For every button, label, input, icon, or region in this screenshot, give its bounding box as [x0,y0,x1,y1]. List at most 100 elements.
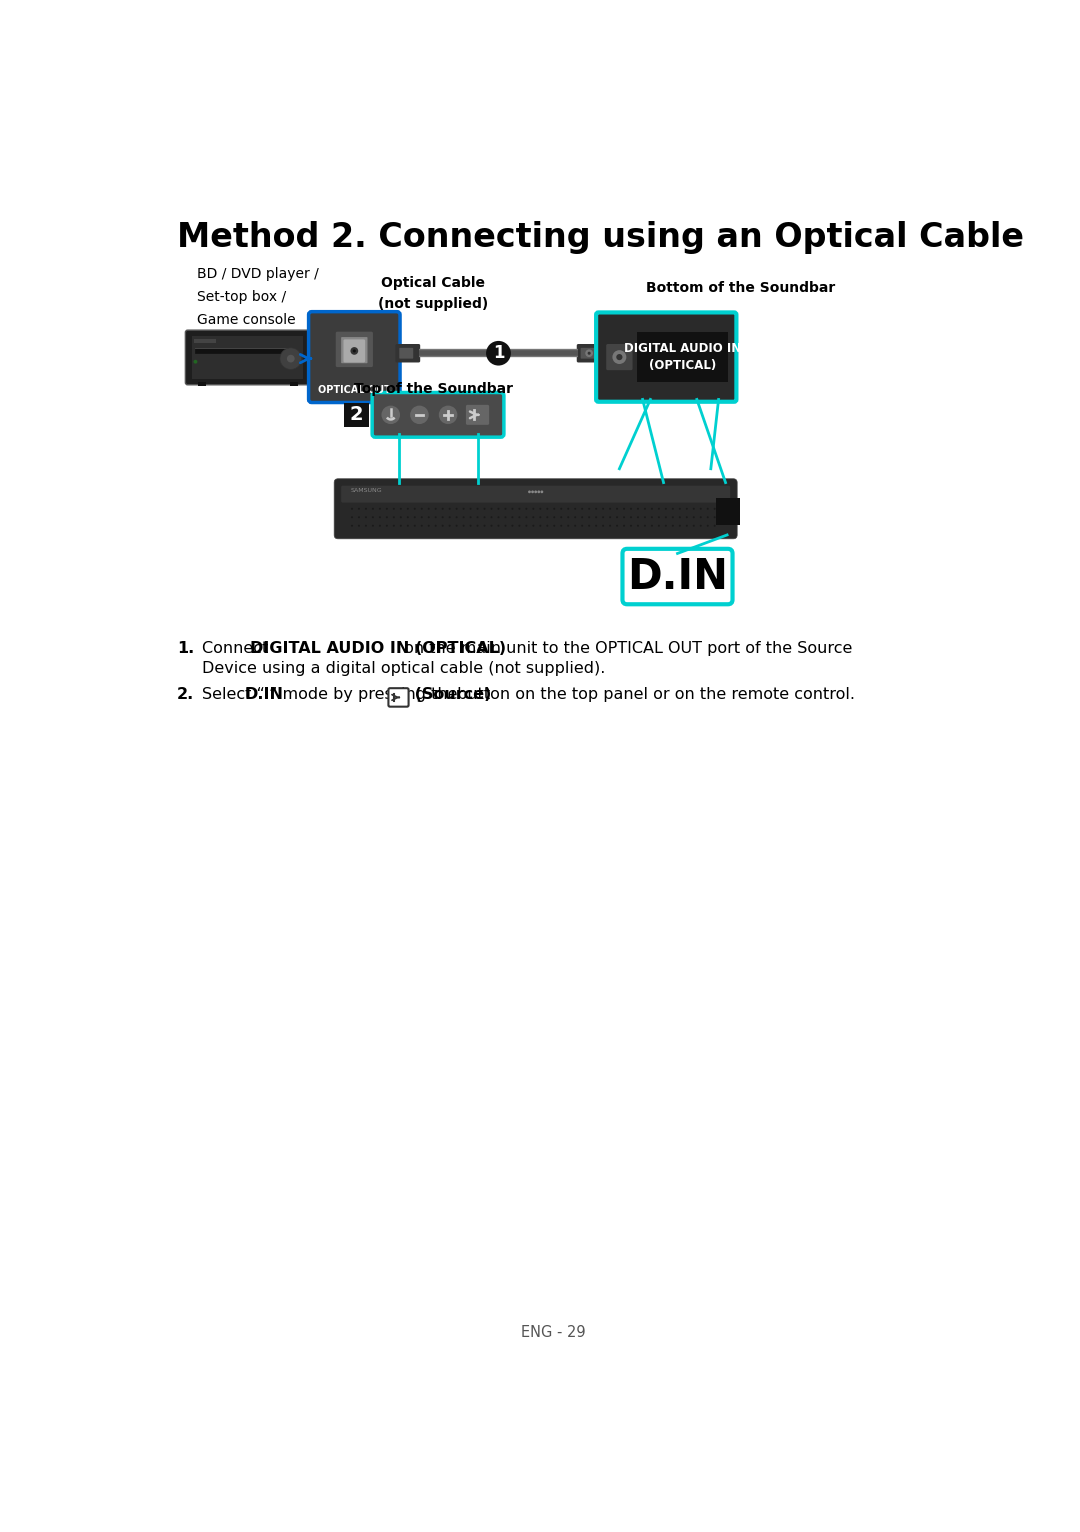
Circle shape [553,516,555,518]
Circle shape [692,516,694,518]
Circle shape [400,507,402,510]
Circle shape [617,354,622,360]
Text: D.IN: D.IN [627,556,728,597]
Circle shape [357,525,360,527]
Circle shape [442,507,444,510]
Circle shape [658,516,660,518]
Circle shape [616,516,618,518]
Circle shape [462,525,464,527]
Circle shape [386,516,388,518]
Circle shape [525,525,527,527]
Circle shape [498,516,499,518]
Circle shape [470,516,472,518]
Circle shape [512,507,513,510]
Circle shape [365,507,367,510]
Text: Optical Cable
(not supplied): Optical Cable (not supplied) [378,276,488,311]
Circle shape [400,516,402,518]
Circle shape [637,516,639,518]
Circle shape [575,516,577,518]
Circle shape [644,525,646,527]
Circle shape [609,525,611,527]
Bar [194,339,216,343]
Circle shape [630,516,632,518]
Circle shape [365,516,367,518]
Circle shape [512,525,513,527]
Circle shape [525,507,527,510]
Circle shape [421,525,422,527]
Circle shape [532,525,535,527]
Circle shape [658,507,660,510]
Circle shape [637,525,639,527]
Bar [716,498,740,525]
Circle shape [581,507,583,510]
FancyBboxPatch shape [341,486,730,502]
Circle shape [407,516,409,518]
Circle shape [484,525,486,527]
Circle shape [462,507,464,510]
Circle shape [504,525,507,527]
Circle shape [504,507,507,510]
Circle shape [651,525,653,527]
Circle shape [567,507,569,510]
FancyBboxPatch shape [581,348,595,358]
Circle shape [442,525,444,527]
FancyBboxPatch shape [341,337,367,363]
Circle shape [589,507,590,510]
Circle shape [672,507,674,510]
Text: Method 2. Connecting using an Optical Cable: Method 2. Connecting using an Optical Ca… [177,221,1024,254]
Text: BD / DVD player /
Set-top box /
Game console: BD / DVD player / Set-top box / Game con… [197,267,319,326]
Circle shape [434,525,436,527]
Circle shape [428,525,430,527]
Circle shape [700,525,702,527]
Text: 2: 2 [350,406,364,424]
Circle shape [567,516,569,518]
Circle shape [456,507,458,510]
Circle shape [407,525,409,527]
Circle shape [575,507,577,510]
Text: Top of the Soundbar: Top of the Soundbar [354,383,513,397]
Text: Select “: Select “ [202,688,265,702]
Circle shape [546,507,549,510]
Circle shape [400,525,402,527]
FancyBboxPatch shape [336,332,373,368]
FancyBboxPatch shape [596,313,737,401]
Circle shape [692,507,694,510]
Circle shape [553,507,555,510]
Circle shape [665,516,666,518]
Circle shape [428,507,430,510]
Circle shape [421,507,422,510]
Circle shape [609,516,611,518]
Circle shape [353,349,356,352]
Circle shape [616,507,618,510]
Circle shape [595,507,597,510]
Circle shape [623,525,625,527]
Circle shape [407,507,409,510]
Circle shape [651,516,653,518]
Circle shape [372,516,374,518]
Text: button on the top panel or on the remote control.: button on the top panel or on the remote… [451,688,855,702]
Text: ENG - 29: ENG - 29 [522,1325,585,1340]
Circle shape [602,525,604,527]
Circle shape [700,516,702,518]
Circle shape [535,490,537,493]
Text: Bottom of the Soundbar: Bottom of the Soundbar [647,280,836,294]
Circle shape [644,507,646,510]
Circle shape [595,525,597,527]
Circle shape [476,507,478,510]
Circle shape [379,525,381,527]
FancyBboxPatch shape [395,345,420,363]
Text: Device using a digital optical cable (not supplied).: Device using a digital optical cable (no… [202,662,605,676]
Bar [637,332,728,383]
Circle shape [414,525,416,527]
Circle shape [518,525,521,527]
Circle shape [379,507,381,510]
Bar [198,381,205,386]
Circle shape [700,507,702,510]
Circle shape [351,525,353,527]
FancyBboxPatch shape [309,311,400,403]
Circle shape [644,516,646,518]
Circle shape [665,507,666,510]
Circle shape [686,507,688,510]
Circle shape [539,525,541,527]
Circle shape [595,516,597,518]
